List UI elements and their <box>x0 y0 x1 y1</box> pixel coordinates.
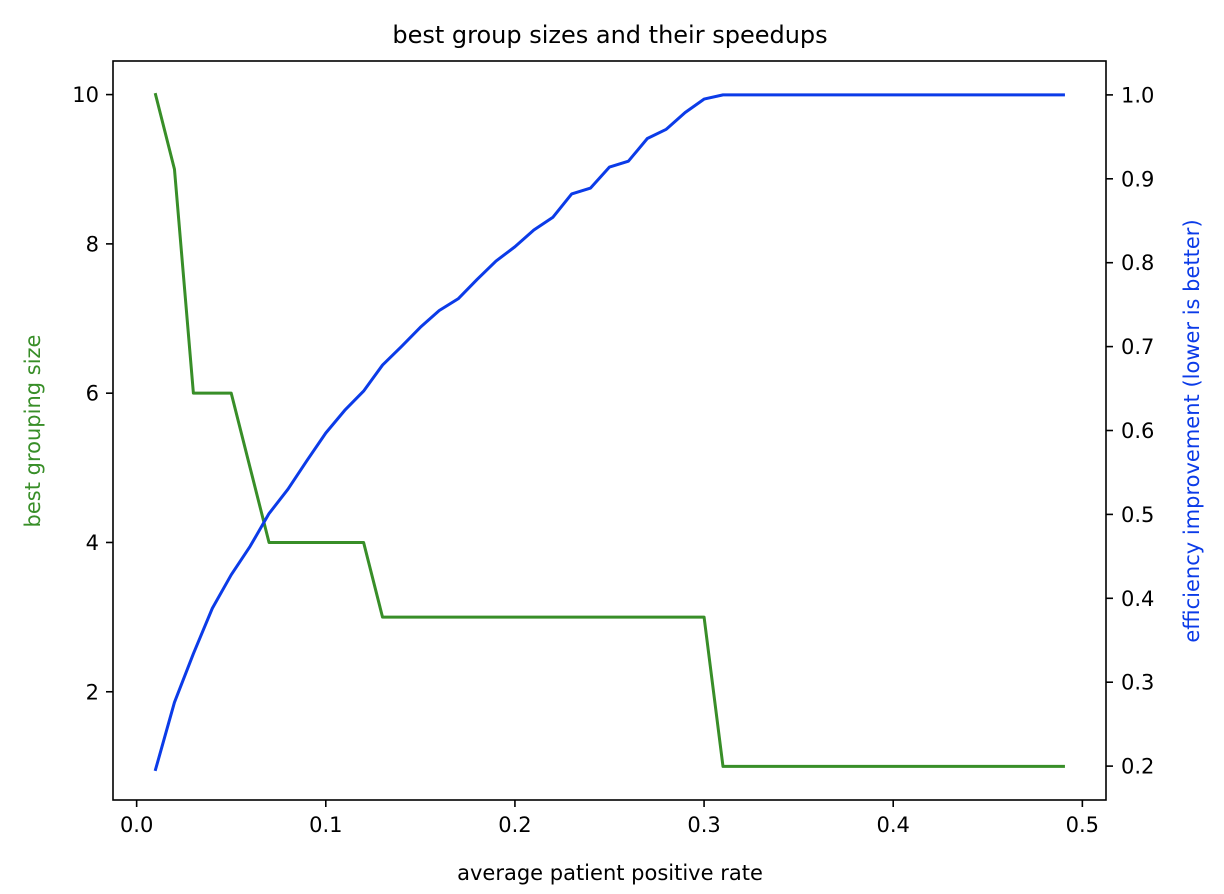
y-right-tick-label: 0.9 <box>1121 167 1154 191</box>
y-right-tick-label: 0.5 <box>1121 503 1154 527</box>
x-tick-label: 0.1 <box>309 813 342 837</box>
y-right-tick-label: 0.3 <box>1121 671 1154 695</box>
axes: 0.0 0.1 0.2 0.3 0.4 0.5 2 4 6 8 10 0.2 0.3 0.4 0.5 0.6 0… <box>72 60 1154 837</box>
y-right-tick-label: 0.7 <box>1121 335 1154 359</box>
series-line-best-grouping-size <box>153 92 1065 768</box>
plot-frame <box>112 60 1107 801</box>
x-tick-label: 0.3 <box>687 813 720 837</box>
y-axis-label-left: best grouping size <box>21 335 45 528</box>
x-tick-label: 0.2 <box>498 813 531 837</box>
y-left-tick-label: 8 <box>86 232 99 256</box>
x-tick-label: 0.5 <box>1066 813 1099 837</box>
y-right-tick-label: 1.0 <box>1121 83 1154 107</box>
chart-title: best group sizes and their speedups <box>392 21 827 49</box>
y-left-tick-label: 4 <box>86 531 99 555</box>
y-right-tick-label: 0.4 <box>1121 587 1154 611</box>
y-left-tick-label: 2 <box>86 680 99 704</box>
series-line-efficiency-improvement <box>153 93 1065 772</box>
y-axis-label-right: efficiency improvement (lower is better) <box>1180 219 1204 642</box>
x-axis-label: average patient positive rate <box>457 861 763 885</box>
plot-area <box>153 92 1065 772</box>
x-tick-label: 0.4 <box>877 813 910 837</box>
y-left-tick-label: 6 <box>86 382 99 406</box>
y-right-tick-label: 0.2 <box>1121 755 1154 779</box>
x-tick-label: 0.0 <box>120 813 153 837</box>
y-right-tick-label: 0.8 <box>1121 251 1154 275</box>
y-right-tick-label: 0.6 <box>1121 419 1154 443</box>
y-left-tick-label: 10 <box>72 83 99 107</box>
